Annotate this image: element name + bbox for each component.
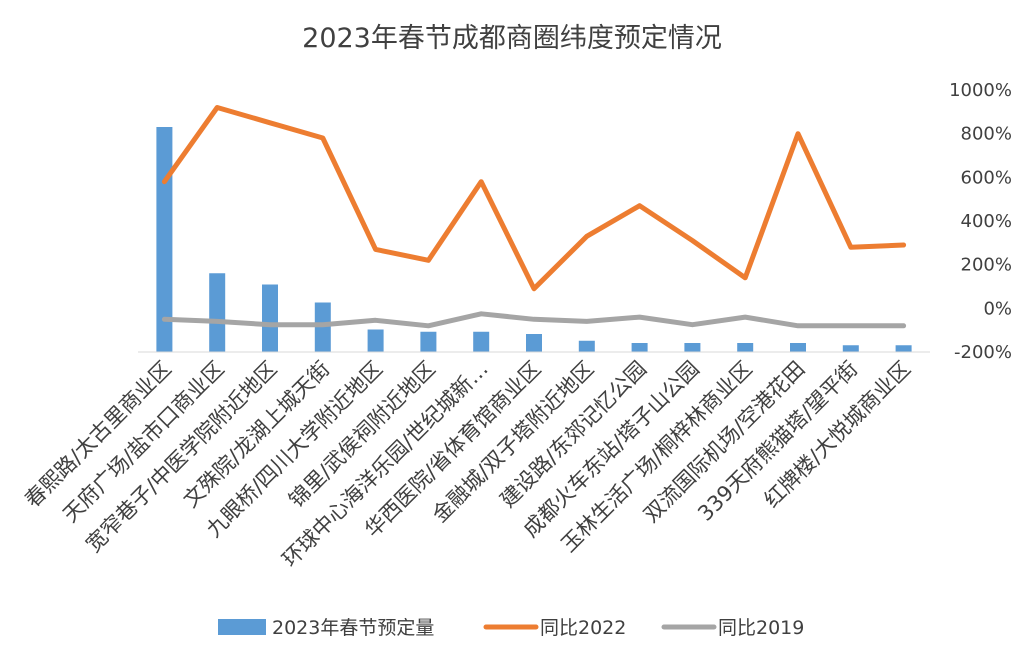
y2-axis-ticks: 1000% 800% 600% 400% 200% 0% -200% [949, 80, 1012, 363]
legend-label: 同比2019 [718, 617, 804, 639]
bar [209, 273, 226, 352]
bar [526, 334, 542, 352]
bar [895, 345, 912, 352]
series-line [161, 105, 907, 292]
bar [578, 340, 595, 352]
y2-tick-label: -200% [954, 342, 1012, 363]
legend-label: 同比2022 [540, 617, 626, 639]
bar [367, 329, 384, 352]
bar [631, 343, 648, 352]
bar [842, 345, 859, 352]
bar [156, 127, 173, 352]
y2-tick-label: 1000% [949, 80, 1012, 101]
bar [314, 302, 331, 352]
line-series-group [161, 105, 907, 329]
y2-tick-label: 400% [961, 211, 1012, 232]
chart-title: 2023年春节成都商圈纬度预定情况 [302, 23, 722, 54]
bar-series [156, 127, 912, 352]
legend: 2023年春节预定量 同比2022 同比2019 [218, 617, 804, 639]
y2-tick-label: 600% [961, 167, 1012, 188]
legend-swatch [218, 619, 266, 635]
y2-tick-label: 0% [983, 298, 1012, 319]
legend-label: 2023年春节预定量 [272, 617, 434, 639]
series-line [161, 311, 907, 329]
bar [684, 343, 701, 352]
bar [790, 343, 806, 352]
bar [473, 331, 490, 352]
x-axis-labels: 春熙路/太古里商业区天府广场/盐市口商业区宽窄巷子/中医学院附近地区文殊院/龙湖… [20, 357, 915, 572]
y2-tick-label: 800% [961, 124, 1012, 145]
bar [737, 343, 754, 352]
bar [262, 284, 278, 352]
y2-tick-label: 200% [961, 255, 1012, 276]
bar [420, 331, 437, 352]
